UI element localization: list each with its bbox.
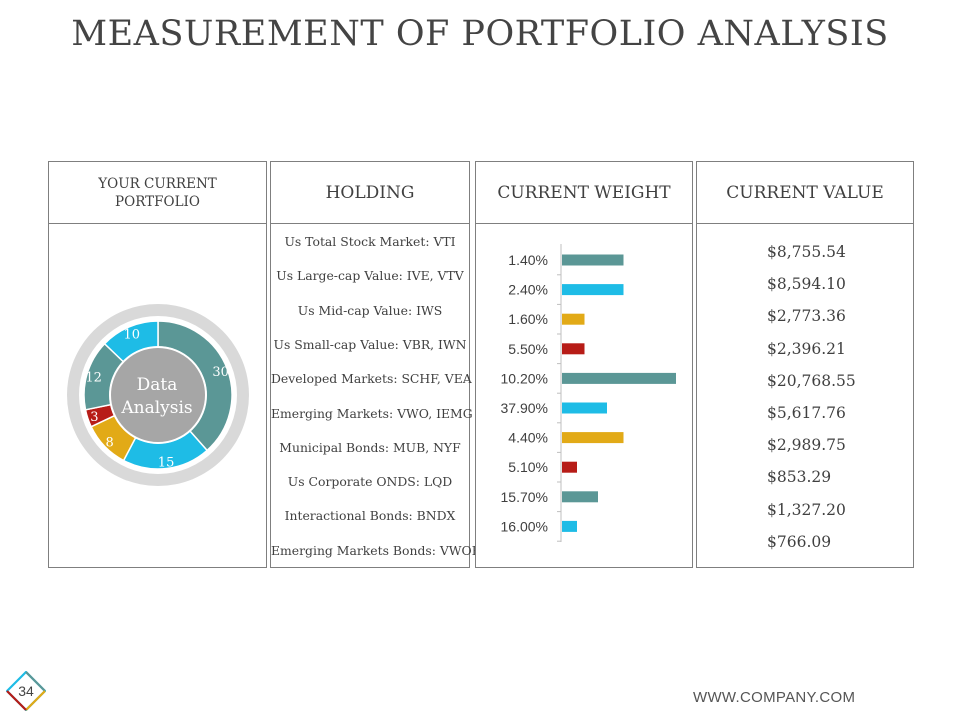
weight-labels: 1.40% 2.40% 1.60% 5.50% 10.20% 37.90% 4.40% 5.1… — [501, 252, 548, 534]
donut-segment-label: 8 — [106, 435, 114, 450]
weight-bars — [562, 254, 676, 532]
weight-label: 16.00% — [501, 518, 548, 534]
holding-item: Emerging Markets: VWO, IEMG — [271, 405, 473, 421]
weight-bar — [562, 343, 585, 355]
donut-segment-label: 3 — [90, 410, 98, 425]
holding-item: Us Mid-cap Value: IWS — [297, 302, 443, 318]
value-panel: $8,755.54 $8,594.10 $2,773.36 $2,396.21 $20,… — [696, 223, 914, 568]
holding-header: HOLDING — [270, 161, 470, 224]
weight-label: 4.40% — [508, 430, 548, 446]
holding-item: Us Corporate ONDS: LQD — [287, 474, 453, 490]
value-item: $5,617.76 — [767, 404, 846, 422]
weight-bar — [562, 313, 585, 325]
weight-bar — [562, 254, 624, 266]
value-header-label: CURRENT VALUE — [726, 182, 884, 203]
holding-item: Municipal Bonds: MUB, NYF — [279, 439, 461, 455]
value-item: $2,773.36 — [767, 307, 846, 326]
weight-header: CURRENT WEIGHT — [475, 161, 693, 224]
donut-segment-label: 10 — [123, 327, 140, 342]
portfolio-header-line2: PORTFOLIO — [115, 193, 200, 210]
page-number: 34 — [18, 683, 34, 699]
value-item: $8,594.10 — [767, 275, 846, 294]
donut-center-line2: Analysis — [120, 398, 192, 418]
weight-axis-ticks — [557, 274, 561, 542]
donut-segment-label: 30 — [212, 365, 229, 380]
holding-item: Us Total Stock Market: VTI — [284, 234, 456, 249]
portfolio-header-line1: YOUR CURRENT — [98, 175, 217, 192]
holding-item: Us Small-cap Value: VBR, IWN — [273, 336, 467, 352]
holding-item: Interactional Bonds: BNDX — [284, 508, 456, 524]
holding-item: Developed Markets: SCHF, VEA — [271, 371, 472, 387]
weight-bar — [562, 461, 577, 473]
weight-label: 37.90% — [501, 400, 548, 416]
donut-segment-label: 12 — [85, 370, 102, 385]
weight-label: 5.50% — [508, 341, 548, 357]
weight-bar — [562, 491, 598, 503]
portfolio-donut-chart: 30 15 83 12 10 Data Analysis — [67, 304, 249, 486]
page-title: MEASUREMENT OF PORTFOLIO ANALYSIS — [71, 14, 889, 54]
weight-bar — [562, 372, 676, 384]
weight-bar — [562, 432, 624, 444]
weight-label: 1.60% — [508, 311, 548, 327]
value-header: CURRENT VALUE — [696, 161, 914, 224]
weight-bar — [562, 402, 607, 414]
weight-label: 2.40% — [508, 282, 548, 298]
value-item: $20,768.55 — [767, 371, 856, 390]
page-number-badge: 34 — [6, 671, 46, 711]
value-item: $2,989.75 — [767, 436, 846, 455]
value-item: $853.29 — [767, 468, 832, 487]
weight-label: 10.20% — [501, 370, 548, 386]
weight-label: 15.70% — [501, 489, 548, 505]
value-item: $2,396.21 — [767, 339, 846, 358]
value-item: $1,327.20 — [767, 500, 846, 519]
value-item: $766.09 — [767, 532, 832, 551]
value-item: $8,755.54 — [767, 243, 846, 261]
holding-header-label: HOLDING — [325, 182, 415, 203]
weight-bar-chart: 1.40% 2.40% 1.60% 5.50% 10.20% 37.90% 4.40% 5.1… — [501, 244, 676, 542]
weight-header-label: CURRENT WEIGHT — [497, 182, 671, 203]
weight-bar — [562, 284, 624, 296]
portfolio-header: YOUR CURRENT PORTFOLIO — [48, 161, 267, 224]
donut-center — [109, 346, 207, 444]
holding-item: Us Large-cap Value: IVE, VTV — [276, 268, 464, 284]
holding-item: Emerging Markets Bonds: VWOB — [271, 542, 481, 558]
donut-center-line1: Data — [137, 375, 178, 395]
donut-segment-label: 15 — [158, 456, 175, 471]
holding-panel: Us Total Stock Market: VTI Us Large-cap V… — [270, 223, 481, 568]
portfolio-panel: 30 15 8 3 12 10 Data Analysis — [48, 223, 267, 568]
diamond-icon — [6, 671, 46, 711]
weight-label: 5.10% — [508, 459, 548, 475]
weight-label: 1.40% — [508, 252, 548, 268]
weight-panel: 1.40% 2.40% 1.60% 5.50% 10.20% 37.90% 4.40% 5.1… — [475, 223, 693, 568]
weight-bar — [562, 520, 577, 532]
footer-url[interactable]: WWW.COMPANY.COM — [693, 689, 856, 706]
